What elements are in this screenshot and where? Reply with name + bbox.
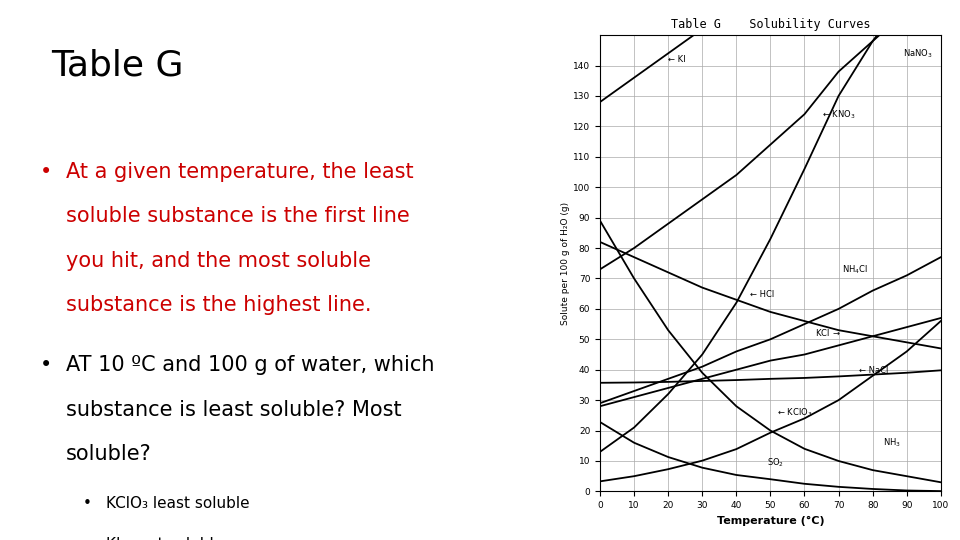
Text: NH$_3$: NH$_3$	[883, 437, 900, 449]
Text: KI most soluble: KI most soluble	[106, 537, 223, 540]
Text: substance is least soluble? Most: substance is least soluble? Most	[65, 400, 401, 420]
Text: soluble substance is the first line: soluble substance is the first line	[65, 206, 409, 226]
Y-axis label: Solute per 100 g of H₂O (g): Solute per 100 g of H₂O (g)	[562, 201, 570, 325]
Text: At a given temperature, the least: At a given temperature, the least	[65, 162, 414, 182]
Text: •: •	[40, 355, 52, 375]
Text: soluble?: soluble?	[65, 444, 152, 464]
Text: NH$_4$Cl: NH$_4$Cl	[842, 264, 868, 276]
Text: AT 10 ºC and 100 g of water, which: AT 10 ºC and 100 g of water, which	[65, 355, 434, 375]
Text: NaNO$_3$: NaNO$_3$	[903, 48, 933, 60]
Text: •: •	[83, 537, 92, 540]
Text: ← NaCl: ← NaCl	[859, 366, 888, 375]
Text: Table G: Table G	[52, 49, 184, 83]
Text: ← KClO$_3$: ← KClO$_3$	[778, 406, 812, 419]
Text: KClO₃ least soluble: KClO₃ least soluble	[106, 496, 250, 511]
Text: you hit, and the most soluble: you hit, and the most soluble	[65, 251, 371, 271]
Text: ← KI: ← KI	[668, 56, 685, 64]
X-axis label: Temperature (°C): Temperature (°C)	[716, 516, 825, 526]
Text: ← HCl: ← HCl	[750, 290, 774, 299]
Text: substance is the highest line.: substance is the highest line.	[65, 295, 372, 315]
Text: •: •	[83, 496, 92, 511]
Text: KCl $\rightarrow$: KCl $\rightarrow$	[815, 327, 841, 338]
Text: ← KNO$_3$: ← KNO$_3$	[822, 108, 855, 121]
Text: SO$_2$: SO$_2$	[767, 456, 784, 469]
Text: •: •	[40, 162, 52, 182]
Title: Table G    Solubility Curves: Table G Solubility Curves	[671, 18, 870, 31]
